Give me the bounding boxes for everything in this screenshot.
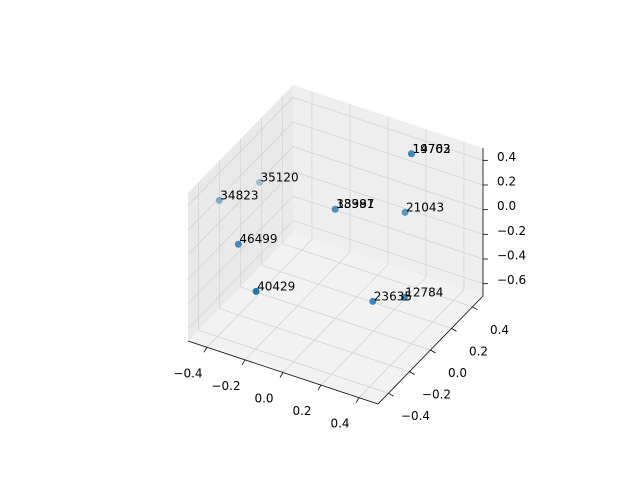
grid-line (292, 195, 484, 260)
tick-mark (472, 306, 478, 311)
z-tick-label: 0.0 (497, 199, 516, 213)
grid-line (292, 146, 484, 211)
tick-mark (279, 372, 284, 378)
point (400, 294, 408, 302)
grid-line (292, 220, 484, 285)
point (401, 208, 409, 216)
point-label: 34823 (220, 188, 258, 202)
point-label: 23635 (374, 289, 412, 303)
grid-line (187, 195, 294, 305)
point (369, 297, 377, 305)
z-tick-label: −0.2 (497, 224, 526, 238)
grid-line (187, 220, 294, 329)
grid-line (240, 286, 431, 351)
grid-line (261, 265, 452, 329)
tick-mark (388, 392, 394, 397)
point-label: 19702 (413, 142, 451, 156)
grid-line (292, 170, 484, 235)
z-tick-label: 0.4 (497, 150, 516, 164)
point (256, 178, 263, 186)
grid-line (292, 121, 484, 186)
tick-mark (430, 349, 436, 354)
point-label: 21043 (406, 200, 444, 214)
y-axis-line (377, 295, 484, 405)
y-tick-label: 0.2 (469, 344, 488, 358)
grid-line (187, 171, 294, 280)
grid-line (282, 243, 473, 308)
point-label: 14763 (413, 142, 451, 156)
point (331, 205, 339, 213)
point-label: 13997 (336, 197, 374, 211)
z-tick-label: −0.4 (497, 249, 526, 263)
point (252, 287, 260, 295)
tick-mark (355, 397, 360, 403)
y-tick-label: 0.4 (490, 323, 509, 337)
tick-mark (409, 371, 415, 375)
tick-mark (451, 328, 457, 332)
y-tick-label: 0.0 (448, 366, 467, 380)
x-tick-label: −0.4 (173, 366, 202, 380)
grid-line (198, 329, 389, 394)
x-axis-line (187, 340, 379, 405)
tick-mark (203, 347, 208, 353)
x-tick-label: 0.4 (330, 417, 349, 431)
grid-line (187, 121, 294, 231)
point-label: 40429 (257, 279, 295, 293)
y-tick-label: −0.4 (401, 409, 430, 423)
z-tick-label: −0.6 (497, 273, 526, 287)
grid-line (187, 146, 294, 255)
point-label: 46499 (239, 232, 277, 246)
grid-line (187, 97, 294, 206)
point (215, 196, 223, 204)
x-tick-label: −0.2 (211, 379, 240, 393)
tick-mark (241, 359, 246, 366)
grid-line (219, 308, 410, 372)
point-label: 12784 (405, 286, 443, 300)
point (408, 150, 415, 158)
tick-mark (317, 384, 322, 391)
x-tick-label: 0.2 (292, 404, 311, 418)
y-tick-label: −0.2 (422, 388, 451, 402)
point-label: 38381 (336, 197, 374, 211)
point-label: 35120 (261, 170, 299, 184)
grid-line (292, 96, 484, 161)
point (234, 240, 242, 248)
x-tick-label: 0.0 (254, 392, 273, 406)
z-tick-label: 0.2 (497, 175, 516, 189)
